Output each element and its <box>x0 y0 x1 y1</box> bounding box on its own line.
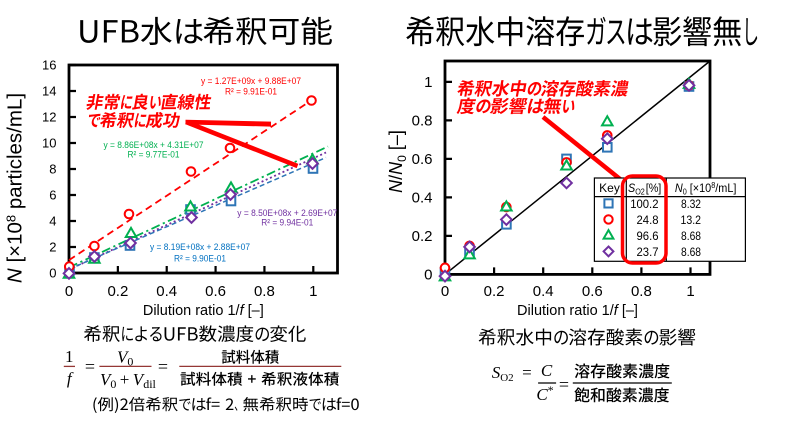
svg-text:0.6: 0.6 <box>582 283 603 300</box>
svg-text:16: 16 <box>42 58 56 73</box>
svg-text:14: 14 <box>42 84 56 99</box>
svg-text:4: 4 <box>49 214 56 229</box>
svg-text:100.2: 100.2 <box>630 197 659 211</box>
svg-text:R² = 9.91E-01: R² = 9.91E-01 <box>225 87 277 97</box>
svg-text:y = 8.19E+08x + 2.88E+07: y = 8.19E+08x + 2.88E+07 <box>150 242 250 252</box>
svg-text:R² = 9.90E-01: R² = 9.90E-01 <box>174 254 226 264</box>
svg-text:Dilution ratio 1/f [–]: Dilution ratio 1/f [–] <box>517 303 638 319</box>
svg-text:1: 1 <box>65 347 74 366</box>
svg-text:0: 0 <box>65 283 73 300</box>
svg-text:12: 12 <box>42 110 56 125</box>
svg-text:1: 1 <box>424 74 432 91</box>
svg-text:Dilution ratio 1/f [–]: Dilution ratio 1/f [–] <box>143 303 264 319</box>
svg-text:10: 10 <box>42 136 56 151</box>
svg-text:1: 1 <box>309 283 317 300</box>
svg-text:R² = 9.77E-01: R² = 9.77E-01 <box>128 150 180 160</box>
svg-text:R² = 9.94E-01: R² = 9.94E-01 <box>261 218 313 228</box>
svg-text:N0 [×108/mL]: N0 [×108/mL] <box>675 181 737 197</box>
svg-text:0.6: 0.6 <box>412 151 433 168</box>
svg-text:0.8: 0.8 <box>254 283 275 300</box>
svg-text:0: 0 <box>49 266 56 281</box>
svg-text:8.68: 8.68 <box>681 245 701 259</box>
svg-text:0.4: 0.4 <box>533 283 554 300</box>
svg-text:N [×108 particles/mL]: N [×108 particles/mL] <box>4 93 27 283</box>
svg-text:6: 6 <box>49 188 56 203</box>
svg-text:0.6: 0.6 <box>205 283 226 300</box>
svg-text:0: 0 <box>424 267 432 284</box>
svg-text:=: = <box>559 375 569 395</box>
svg-text:96.6: 96.6 <box>637 229 659 243</box>
svg-text:0.4: 0.4 <box>412 190 433 207</box>
svg-text:0.4: 0.4 <box>156 283 177 300</box>
svg-text:0: 0 <box>441 283 449 300</box>
svg-text:0.2: 0.2 <box>107 283 128 300</box>
svg-text:23.7: 23.7 <box>637 245 659 259</box>
svg-text:N/N0 [–]: N/N0 [–] <box>386 130 409 193</box>
svg-text:Key: Key <box>599 181 620 195</box>
svg-text:0.8: 0.8 <box>412 113 433 130</box>
svg-text:f: f <box>67 369 74 388</box>
svg-text:24.8: 24.8 <box>637 213 659 227</box>
svg-text:y = 8.86E+08x + 4.31E+07: y = 8.86E+08x + 4.31E+07 <box>104 140 204 150</box>
svg-text:0.8: 0.8 <box>631 283 652 300</box>
svg-text:y = 8.50E+08x + 2.69E+07: y = 8.50E+08x + 2.69E+07 <box>237 208 337 218</box>
svg-text:=: = <box>85 357 95 377</box>
svg-text:0.2: 0.2 <box>412 228 433 245</box>
svg-text:0.2: 0.2 <box>484 283 505 300</box>
svg-text:1: 1 <box>686 283 694 300</box>
svg-text:2: 2 <box>49 240 56 255</box>
svg-text:SO2[%]: SO2[%] <box>628 181 661 197</box>
svg-text:8: 8 <box>49 162 56 177</box>
svg-text:13.2: 13.2 <box>681 213 702 227</box>
svg-text:C: C <box>541 361 553 380</box>
svg-text:8.68: 8.68 <box>681 229 701 243</box>
svg-text:8.32: 8.32 <box>681 197 701 211</box>
svg-text:=: = <box>158 357 168 377</box>
svg-text:y = 1.27E+09x + 9.88E+07: y = 1.27E+09x + 9.88E+07 <box>201 76 301 86</box>
